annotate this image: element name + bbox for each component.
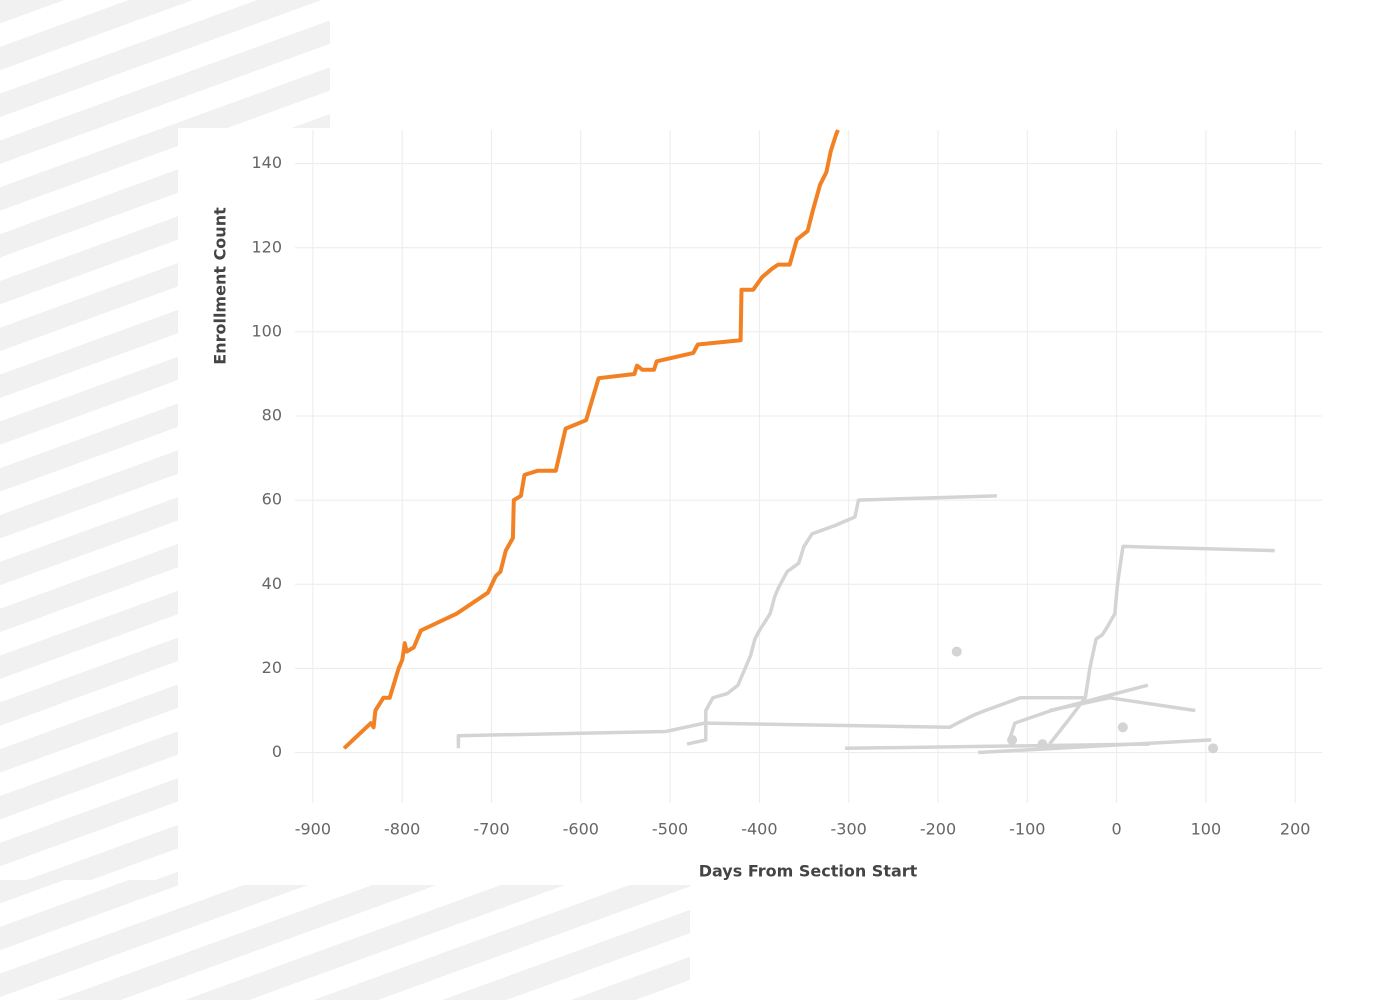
series-line (1007, 683, 1149, 741)
series-line (1049, 696, 1196, 713)
x-axis-title: Days From Section Start (699, 862, 918, 881)
series-line (456, 696, 1085, 749)
data-point (1037, 739, 1048, 750)
decoration (0, 880, 690, 1000)
x-tick-label: -800 (384, 820, 420, 839)
data-point (1007, 734, 1018, 745)
series-line (1048, 544, 1275, 746)
y-tick-label: 100 (251, 321, 282, 340)
x-tick-label: -700 (473, 820, 509, 839)
x-tick-label: 200 (1280, 820, 1311, 839)
x-tick-label: -500 (652, 820, 688, 839)
x-tick-label: -600 (563, 820, 599, 839)
y-tick-label: 20 (262, 658, 282, 677)
data-point (1117, 722, 1128, 733)
data-point (951, 646, 962, 657)
y-tick-label: 60 (262, 490, 282, 509)
data-point (1208, 743, 1219, 754)
y-tick-label: 0 (272, 742, 282, 761)
series-line (342, 129, 840, 750)
chart-panel (178, 128, 1400, 885)
x-tick-label: 0 (1112, 820, 1122, 839)
x-tick-label: -400 (741, 820, 777, 839)
y-tick-label: 80 (262, 406, 282, 425)
series-line (686, 494, 997, 746)
y-tick-label: 120 (251, 237, 282, 256)
y-axis-title: Enrollment Count (211, 207, 230, 365)
x-tick-label: -300 (831, 820, 867, 839)
x-tick-label: -100 (1009, 820, 1045, 839)
x-tick-label: 100 (1191, 820, 1222, 839)
x-tick-label: -900 (295, 820, 331, 839)
x-tick-label: -200 (920, 820, 956, 839)
series-line (978, 738, 1212, 755)
y-tick-label: 40 (262, 574, 282, 593)
y-tick-label: 140 (251, 153, 282, 172)
